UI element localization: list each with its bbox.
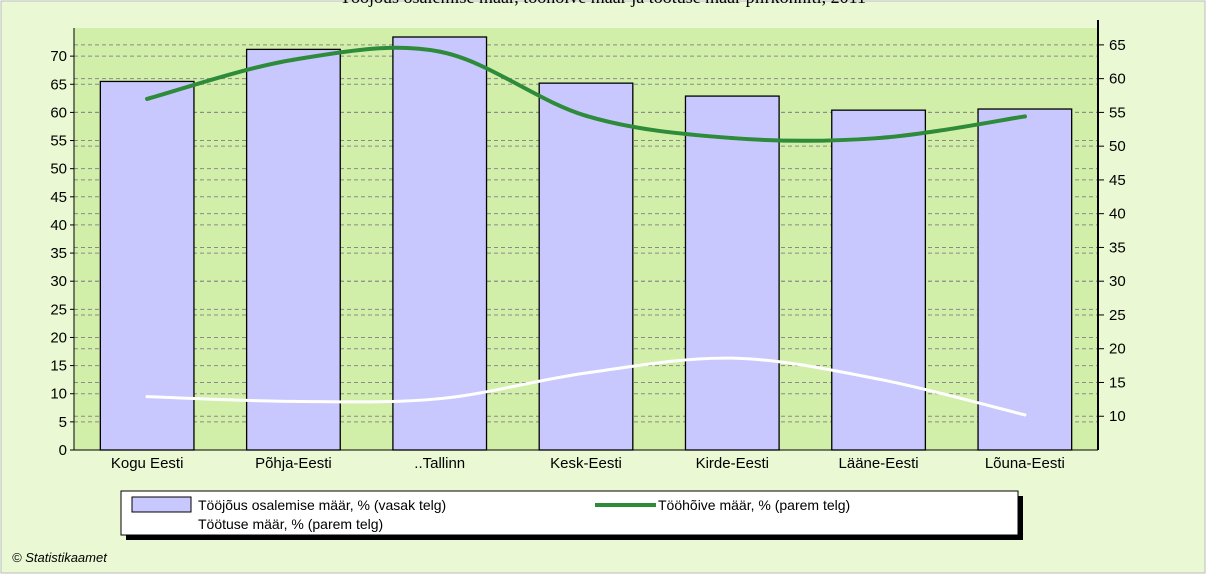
left-tick-label: 65 <box>50 76 67 93</box>
unemployment-line-point <box>145 395 149 399</box>
category-label: Kogu Eesti <box>111 455 184 472</box>
left-tick-label: 35 <box>50 245 67 262</box>
unemployment-line-point <box>730 356 734 360</box>
left-tick-label: 20 <box>50 329 67 346</box>
left-tick-label: 55 <box>50 133 67 150</box>
credit-text: © Statistikaamet <box>12 550 107 565</box>
left-tick-label: 45 <box>50 189 67 206</box>
left-tick-label: 70 <box>50 48 67 65</box>
bar <box>99 80 195 451</box>
legend-label-employment: Tööhõive määr, % (parem telg) <box>658 497 850 513</box>
right-tick-label: 25 <box>1109 307 1126 324</box>
right-tick-label: 35 <box>1109 239 1126 256</box>
right-tick-label: 60 <box>1109 71 1126 88</box>
right-tick-label: 40 <box>1109 206 1126 223</box>
category-label: Põhja-Eesti <box>255 455 332 472</box>
left-tick-label: 30 <box>50 273 67 290</box>
bar <box>538 82 634 451</box>
right-tick-label: 45 <box>1109 172 1126 189</box>
unemployment-line-point <box>584 371 588 375</box>
bar <box>245 48 341 451</box>
legend-label-unemployment: Töötuse määr, % (parem telg) <box>198 516 383 532</box>
category-label: Lääne-Eesti <box>839 455 919 472</box>
employment-line-point <box>730 136 735 141</box>
left-tick-label: 15 <box>50 358 67 375</box>
left-tick-label: 25 <box>50 301 67 318</box>
right-tick-label: 10 <box>1109 408 1126 425</box>
legend: Tööjõus osalemise määr, % (vasak telg) T… <box>120 490 1023 540</box>
right-tick-label: 15 <box>1109 374 1126 391</box>
employment-line-point <box>145 96 150 101</box>
category-label: Lõuna-Eesti <box>985 455 1065 472</box>
right-tick-label: 65 <box>1109 37 1126 54</box>
unemployment-line-point <box>1023 413 1027 417</box>
right-tick-label: 50 <box>1109 138 1126 155</box>
bar <box>684 95 780 451</box>
unemployment-line-point <box>291 399 295 403</box>
right-tick-label: 30 <box>1109 273 1126 290</box>
employment-line-point <box>437 49 442 54</box>
employment-line-point <box>1022 114 1027 119</box>
category-label: ..Tallinn <box>414 455 465 472</box>
unemployment-line-point <box>438 397 442 401</box>
legend-label-participation: Tööjõus osalemise määr, % (vasak telg) <box>198 497 446 513</box>
employment-line-point <box>584 113 588 118</box>
bar <box>392 36 488 451</box>
category-label: Kirde-Eesti <box>696 455 769 472</box>
legend-swatch-participation <box>131 496 192 513</box>
page-header-text: Tööjõus osalemise määr, tööhõive määr ja… <box>0 0 1206 8</box>
left-tick-label: 10 <box>50 386 67 403</box>
employment-line-point <box>291 57 296 62</box>
legend-box <box>120 490 1019 536</box>
employment-line-point <box>876 136 881 141</box>
left-tick-label: 60 <box>50 104 67 121</box>
left-tick-label: 40 <box>50 217 67 234</box>
lines-layer <box>145 45 1027 417</box>
left-tick-label: 5 <box>59 414 67 431</box>
category-label: Kesk-Eesti <box>550 455 622 472</box>
left-tick-label: 50 <box>50 161 67 178</box>
left-tick-label: 0 <box>59 442 67 459</box>
right-tick-label: 20 <box>1109 341 1126 358</box>
unemployment-line-point <box>877 377 881 381</box>
bar <box>831 109 927 451</box>
axes-layer: 0 5 10 15 20 25 30 35 40 45 50 55 60 65 70 10 15 20 25 30 35… <box>50 20 1126 472</box>
right-tick-label: 55 <box>1109 104 1126 121</box>
bars-layer <box>99 36 1073 451</box>
bar <box>977 108 1073 451</box>
